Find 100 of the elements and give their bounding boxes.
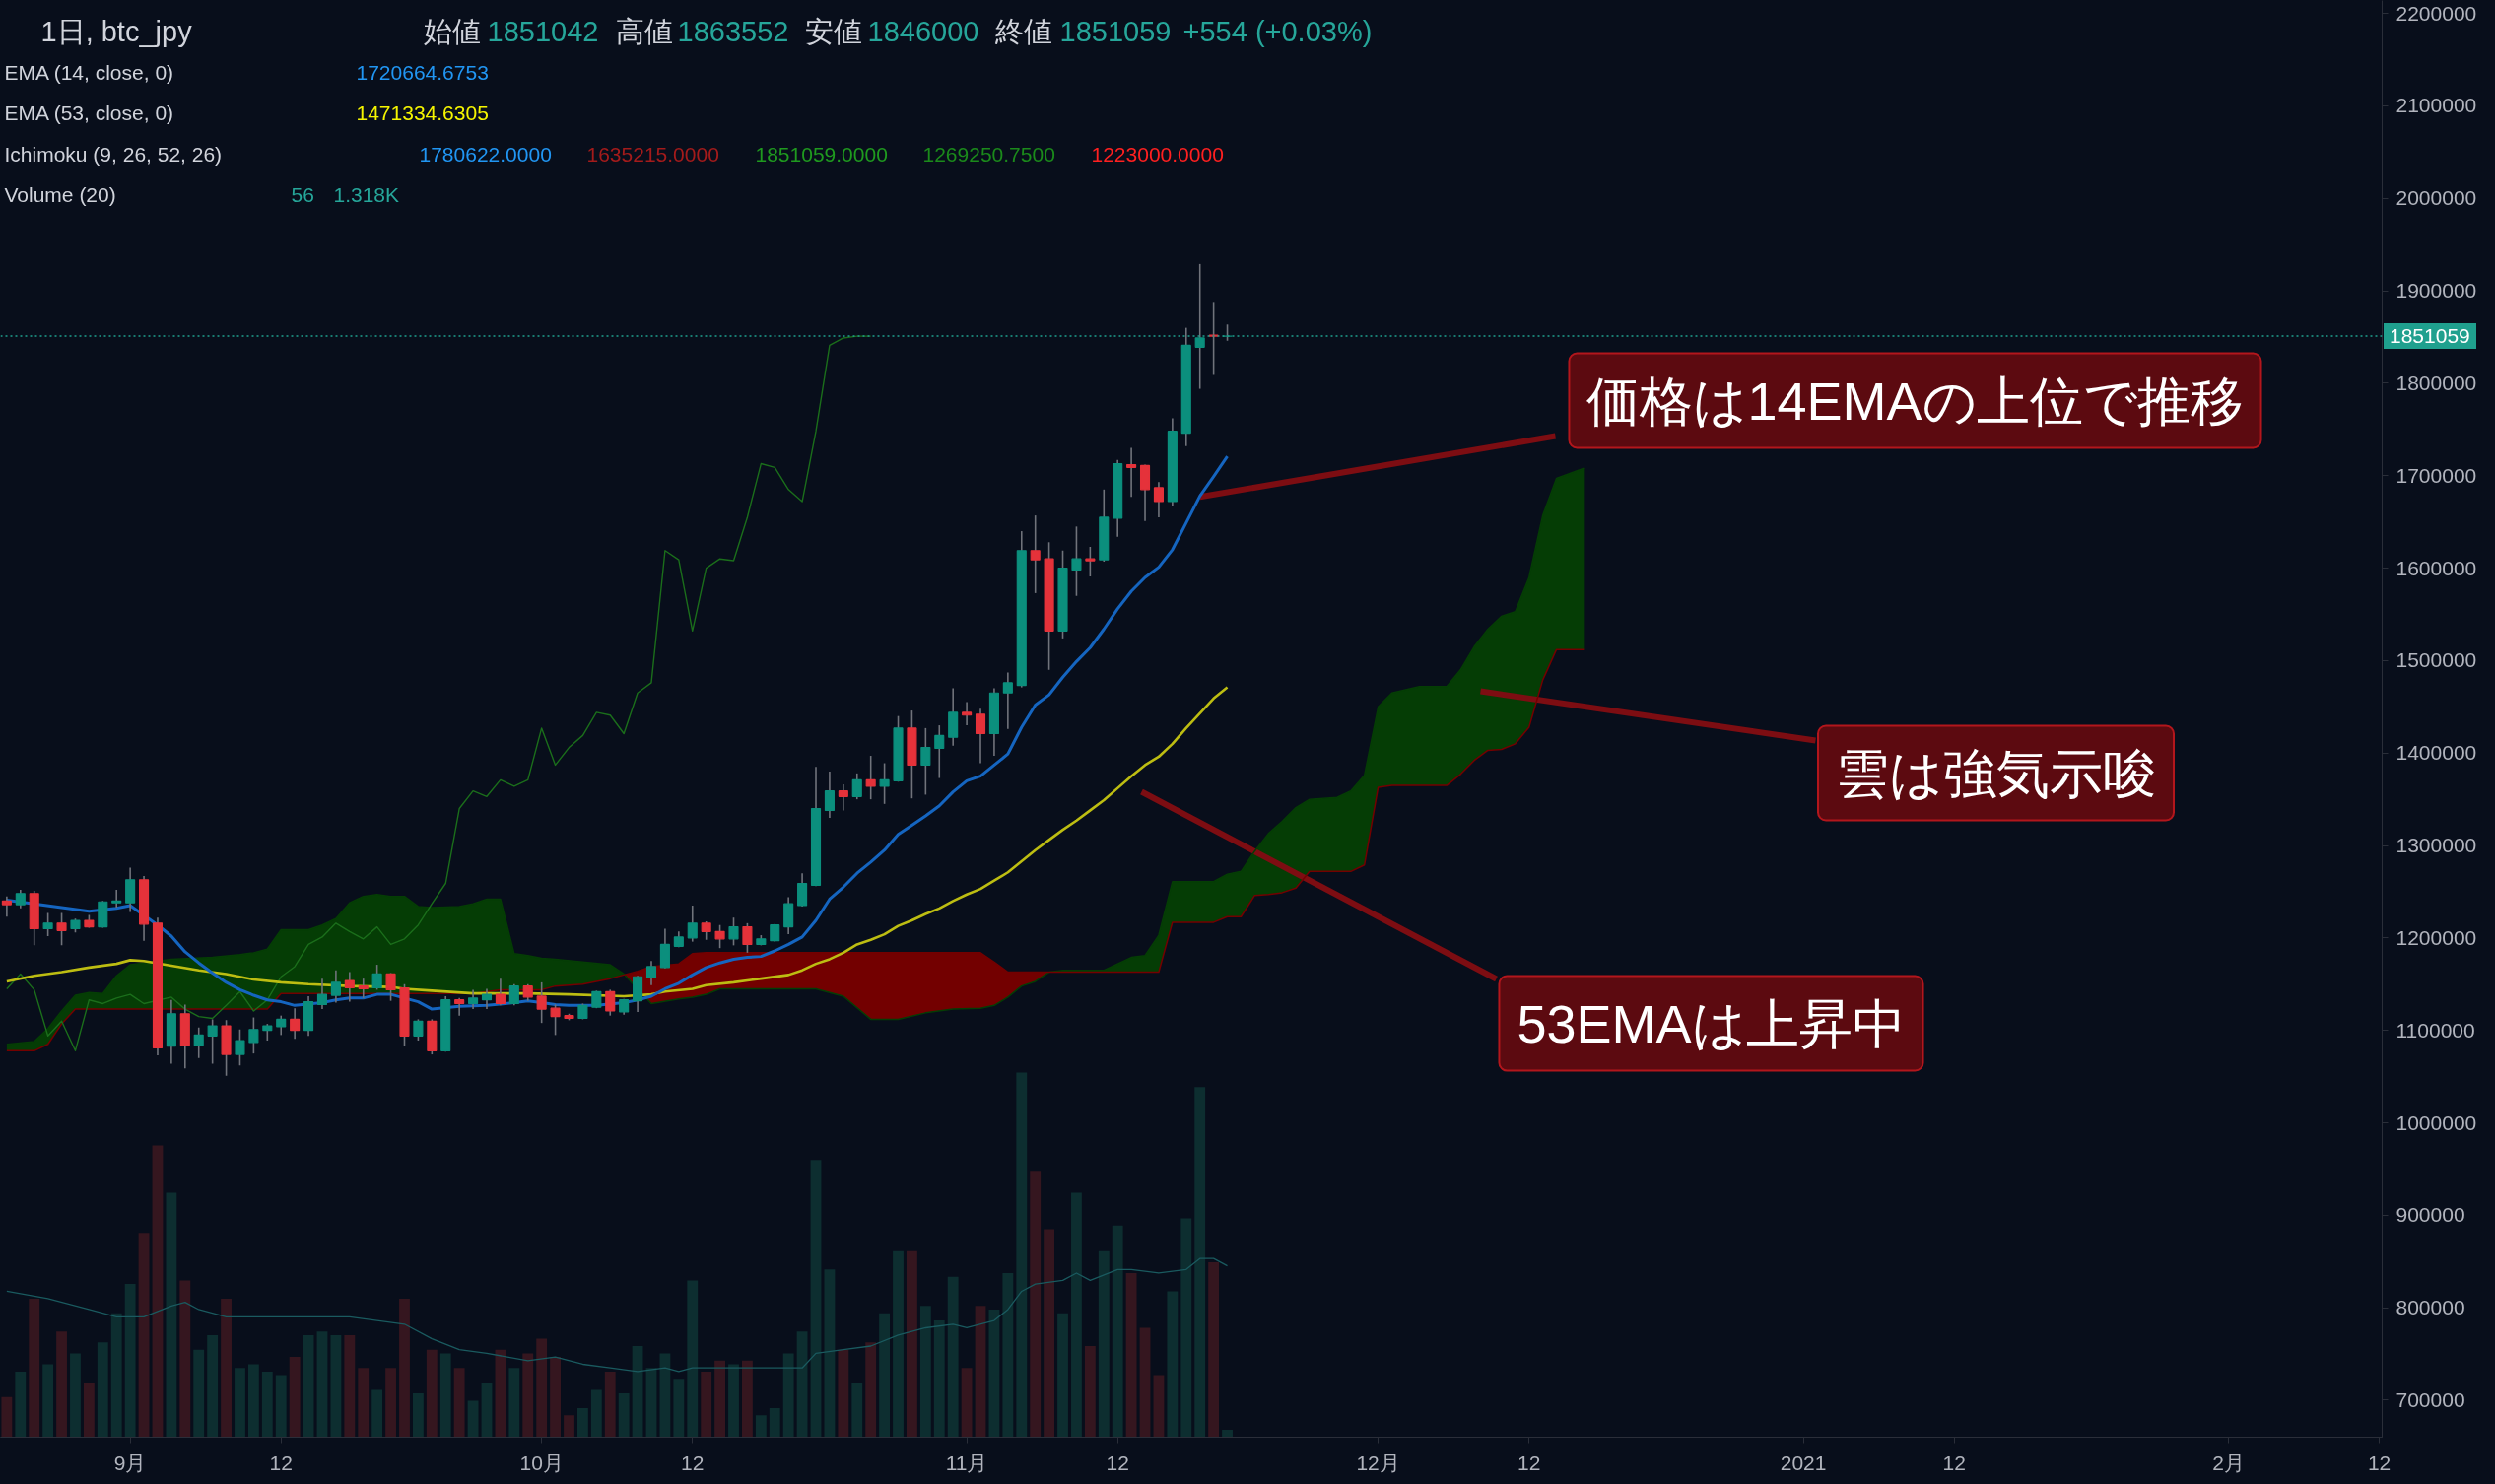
x-tick-label: 12: [2367, 1450, 2392, 1474]
x-tick-label: 12月: [1356, 1450, 1400, 1474]
candlestick: [316, 978, 328, 1010]
y-tick-label: 1800000: [2395, 371, 2477, 394]
bar: [303, 1334, 314, 1438]
bar: [15, 1371, 27, 1438]
x-tick-label: 12: [1106, 1450, 1129, 1474]
bar: [714, 1360, 726, 1438]
bar: [550, 1357, 562, 1438]
candlestick: [714, 923, 725, 949]
bar: [1071, 1192, 1082, 1438]
candlestick: [687, 905, 698, 943]
bar: [1084, 1345, 1096, 1438]
bar: [316, 1331, 328, 1438]
candlestick: [742, 922, 753, 954]
bar: [893, 1250, 904, 1438]
bar: [961, 1368, 973, 1438]
bar: [1016, 1072, 1028, 1438]
bar: [1030, 1171, 1042, 1438]
candlestick: [536, 981, 547, 1024]
annotation: EMA (53, close, 0): [4, 101, 174, 124]
candlestick: [481, 987, 493, 1010]
ref-line-label: 1851059: [2384, 323, 2476, 349]
bar: [769, 1407, 780, 1438]
bar: [508, 1368, 520, 1438]
bar: [152, 1145, 164, 1438]
x-tick-label: 12: [269, 1450, 293, 1474]
annotation: 安値: [804, 15, 862, 47]
annotation: 1851042: [487, 15, 599, 47]
bar: [988, 1309, 1000, 1438]
candlestick: [207, 1018, 218, 1065]
x-tick-label: 11月: [945, 1450, 988, 1474]
bar: [728, 1364, 739, 1438]
bar: [385, 1368, 396, 1438]
bar: [179, 1280, 191, 1438]
bar: [495, 1349, 506, 1438]
bar: [604, 1371, 616, 1438]
candlestick: [1085, 546, 1096, 577]
bar: [536, 1338, 548, 1438]
bar: [838, 1349, 849, 1438]
annotation: 終値: [993, 15, 1052, 47]
y-tick-label: 1500000: [2395, 648, 2477, 672]
bar: [1167, 1291, 1179, 1438]
bar: [907, 1250, 917, 1438]
candlestick: [1030, 514, 1041, 594]
candlestick: [824, 771, 835, 819]
annotation: 53EMAは上昇中: [1517, 993, 1906, 1053]
candlestick: [193, 1027, 204, 1059]
bar: [29, 1298, 40, 1438]
candlestick: [1002, 671, 1013, 730]
bar: [865, 1342, 877, 1438]
candlestick: [248, 1016, 259, 1054]
candlestick: [783, 896, 794, 935]
bar: [344, 1334, 356, 1438]
bar: [289, 1357, 301, 1438]
x-tick-label: 12: [1942, 1450, 1966, 1474]
candlestick: [276, 1014, 287, 1037]
bar: [481, 1382, 493, 1438]
candlestick: [111, 889, 122, 909]
candlestick: [851, 773, 862, 800]
candlestick: [385, 972, 396, 1002]
bar: [522, 1353, 534, 1438]
bar: [138, 1233, 150, 1438]
annotation: 1720664.6753: [356, 60, 489, 84]
annotation: 1780622.0000: [419, 142, 552, 166]
annotation: 雲は強気示唆: [1836, 743, 2156, 803]
annotation: 1471334.6305: [356, 101, 489, 124]
candlestick: [15, 889, 26, 910]
bar: [1002, 1272, 1014, 1438]
bar: [701, 1371, 712, 1438]
bar: [810, 1160, 822, 1438]
bar: [824, 1269, 836, 1438]
x-tick-label: 9月: [113, 1450, 147, 1474]
bar: [371, 1389, 383, 1438]
y-tick-label: 1100000: [2395, 1018, 2475, 1042]
bar: [1, 1396, 13, 1438]
annotation: EMA (14, close, 0): [4, 61, 174, 84]
bar: [796, 1331, 808, 1438]
line-series: [6, 335, 872, 1052]
bar: [97, 1342, 108, 1438]
bar: [358, 1368, 370, 1438]
annotation: 1223000.0000: [1091, 142, 1224, 166]
bar: [1208, 1261, 1220, 1438]
x-tick-label: 10月: [519, 1450, 564, 1474]
bar: [330, 1334, 342, 1438]
candlestick: [371, 964, 382, 991]
bar: [235, 1368, 245, 1438]
y-tick-label: 2000000: [2395, 186, 2477, 210]
bar: [741, 1360, 753, 1438]
annotation: 1269250.7500: [922, 142, 1055, 166]
bar: [879, 1313, 891, 1438]
line-series: [5, 686, 1229, 998]
bar: [221, 1298, 232, 1438]
bar: [659, 1353, 671, 1438]
bar: [1222, 1430, 1233, 1438]
bar: [645, 1368, 657, 1438]
candlestick: [42, 911, 53, 937]
candlestick: [290, 1007, 301, 1040]
bar: [193, 1349, 205, 1438]
annotation: 1.318K: [333, 183, 400, 206]
